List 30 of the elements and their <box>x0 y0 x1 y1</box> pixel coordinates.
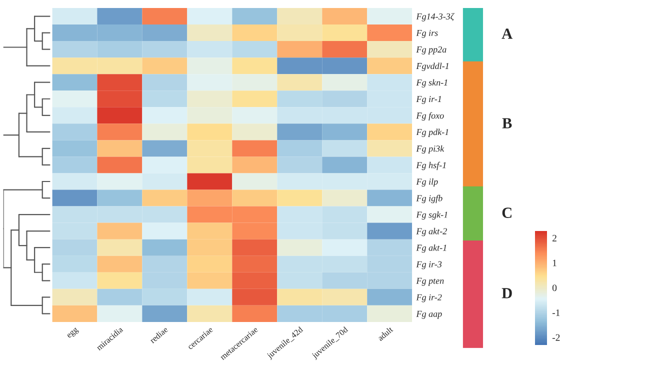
color-bar-label: 1 <box>552 260 556 266</box>
y-tick-label: Fg ir-1 <box>416 96 441 104</box>
y-tick-label: Fg aap <box>416 310 442 319</box>
x-tick-label: egg <box>66 327 80 340</box>
y-tick-label: Fg ir-3 <box>416 261 442 270</box>
y-tick-label: Fgvddl-1 <box>416 62 448 71</box>
y-tick-label: Fg akt-2 <box>416 228 447 236</box>
y-tick-label: Fg igfb <box>416 194 442 204</box>
y-tick-label: Fg pi3k <box>416 145 444 154</box>
y-tick-label: Fg sgk-1 <box>416 211 448 220</box>
y-tick-label: Fg pdk-1 <box>416 128 448 137</box>
y-tick-label: Fg pten <box>416 278 444 286</box>
y-tick-label: Fg14-3-3ζ <box>416 13 455 22</box>
text: D <box>502 288 512 298</box>
y-tick-label: Fg ir-2 <box>416 294 442 302</box>
y-tick-label: Fg skn-1 <box>416 79 448 88</box>
color-bar-label: -1 <box>552 309 560 316</box>
y-tick-label: Fg akt-1 <box>416 244 446 253</box>
x-tick-label: adult <box>377 326 394 342</box>
y-tick-label: Fg pp2a <box>416 46 446 54</box>
color-bar-label: 2 <box>552 234 556 242</box>
color-bar-label: 0 <box>552 284 557 292</box>
y-tick-label: Fg irs <box>416 30 438 38</box>
text: C <box>502 208 512 218</box>
y-tick-label: Fg foxo <box>416 112 444 121</box>
y-tick-label: Fg ilp <box>416 178 438 187</box>
y-tick-label: Fg hsf-1 <box>416 162 446 170</box>
color-bar-label: -2 <box>552 334 560 341</box>
text: B <box>502 118 512 128</box>
text: A <box>502 28 513 39</box>
